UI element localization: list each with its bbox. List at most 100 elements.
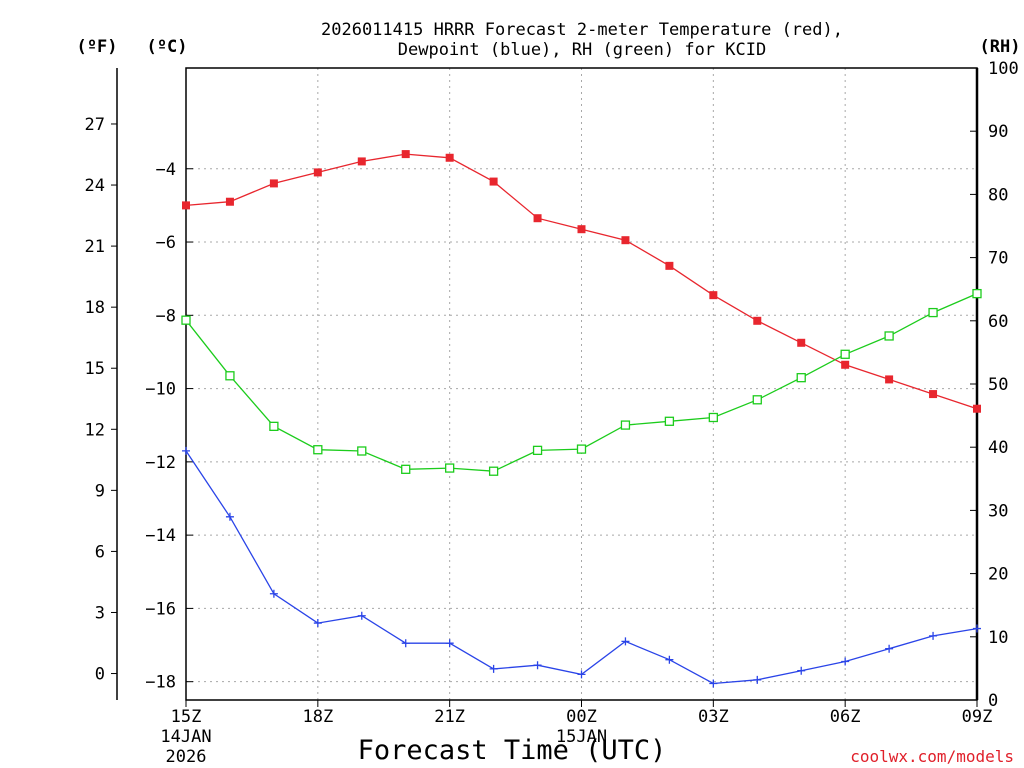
x-axis-label: Forecast Time (UTC) <box>358 735 667 766</box>
dewpoint-point <box>841 657 850 666</box>
fahrenheit-tick-label: 6 <box>95 542 105 562</box>
dewpoint-point <box>621 637 630 646</box>
credit-text: coolwx.com/models <box>850 747 1014 766</box>
rh-point <box>401 464 411 474</box>
rh-tick-label: 20 <box>988 565 1008 585</box>
fahrenheit-axis: 27 24 21 18 15 12 9 6 3 0 <box>85 115 117 685</box>
time-tick-label: 06Z <box>830 707 861 727</box>
celsius-tick-label: −8 <box>156 306 176 326</box>
dewpoint-point <box>753 675 762 684</box>
rh-point <box>620 420 631 430</box>
celsius-tick-label: −10 <box>145 380 176 400</box>
dewpoint-point <box>313 619 322 628</box>
rh-point <box>576 444 587 454</box>
2-meter-temperature-point <box>665 261 674 270</box>
rh-point <box>884 331 894 341</box>
date-label: 14JAN <box>160 727 211 747</box>
2-meter-temperature-point <box>577 225 586 234</box>
2-meter-temperature-point <box>973 404 981 413</box>
dewpoint-point <box>182 446 190 455</box>
time-tick-label: 21Z <box>434 707 465 727</box>
rh-point <box>269 421 279 431</box>
dewpoint-point <box>225 512 234 521</box>
rh-tick-label: 40 <box>988 438 1008 458</box>
celsius-axis: −4 −6 −8 −10 −12 −14 −16 −18 <box>145 160 193 693</box>
2-meter-temperature-point <box>797 338 806 347</box>
dewpoint-point <box>885 644 894 653</box>
fahrenheit-tick-label: 21 <box>85 237 105 257</box>
rh-tick-label: 80 <box>988 185 1008 205</box>
dewpoint-point <box>709 679 718 688</box>
2-meter-temperature-line <box>185 153 978 410</box>
celsius-tick-label: −18 <box>145 673 176 693</box>
fahrenheit-tick-label: 18 <box>85 298 105 318</box>
dewpoint-point <box>797 666 806 675</box>
chart-title-line-1: 2026011415 HRRR Forecast 2-meter Tempera… <box>321 20 843 40</box>
dewpoint-point <box>445 639 454 648</box>
celsius-tick-label: −6 <box>156 233 176 253</box>
rh-point <box>972 288 982 299</box>
rh-point <box>840 349 850 359</box>
dewpoint-point <box>357 611 366 620</box>
dewpoint-point <box>665 655 674 664</box>
2-meter-temperature-point <box>401 150 410 159</box>
2-meter-temperature-point <box>182 201 190 210</box>
rh-unit-label: (RH) <box>980 37 1021 57</box>
rh-point <box>313 445 323 455</box>
date-label: 15JAN <box>556 727 607 747</box>
dewpoint-point <box>489 664 498 673</box>
rh-point <box>532 445 543 456</box>
2-meter-temperature-point <box>313 168 322 177</box>
2-meter-temperature-point <box>841 360 850 369</box>
fahrenheit-tick-label: 27 <box>85 115 105 135</box>
celsius-tick-label: −4 <box>156 160 176 180</box>
fahrenheit-tick-label: 9 <box>95 481 105 501</box>
plot-frame <box>185 67 978 701</box>
series-layer <box>181 150 982 688</box>
celsius-tick-label: −16 <box>145 599 176 619</box>
2-meter-temperature-point <box>269 179 278 188</box>
dewpoint-point <box>973 624 981 633</box>
rh-point <box>181 315 191 325</box>
dewpoint-point <box>577 670 586 679</box>
rh-point <box>664 416 675 426</box>
rh-tick-label: 50 <box>988 375 1008 395</box>
2-meter-temperature-point <box>709 291 718 300</box>
2-meter-temperature-point <box>621 236 630 245</box>
rh-tick-label: 10 <box>988 628 1008 648</box>
chart-title-line-2: Dewpoint (blue), RH (green) for KCID <box>398 40 766 60</box>
2-meter-temperature-point <box>929 390 938 399</box>
2-meter-temperature-point <box>489 177 498 186</box>
rh-tick-label: 0 <box>988 691 998 711</box>
rh-point <box>225 371 235 381</box>
rh-point <box>928 307 938 318</box>
dewpoint-point <box>533 661 542 670</box>
rh-point <box>357 446 367 456</box>
rh-point <box>445 463 455 473</box>
celsius-unit-label: (ºC) <box>147 37 188 57</box>
time-tick-label: 18Z <box>302 707 333 727</box>
rh-point <box>752 395 762 405</box>
time-tick-label: 15Z <box>171 707 202 727</box>
gridlines <box>186 68 977 700</box>
2-meter-temperature-point <box>225 197 234 206</box>
rh-point <box>488 466 499 476</box>
dewpoint-point <box>269 589 278 598</box>
time-tick-label: 03Z <box>698 707 729 727</box>
dewpoint-point <box>401 639 410 648</box>
dewpoint-point <box>929 631 938 640</box>
fahrenheit-tick-label: 15 <box>85 359 105 379</box>
fahrenheit-unit-label: (ºF) <box>77 37 118 57</box>
fahrenheit-tick-label: 24 <box>85 176 105 196</box>
2-meter-temperature-point <box>445 153 454 162</box>
rh-tick-label: 30 <box>988 501 1008 521</box>
fahrenheit-tick-label: 0 <box>95 665 105 685</box>
fahrenheit-tick-label: 3 <box>95 603 105 623</box>
celsius-tick-label: −14 <box>145 526 176 546</box>
2-meter-temperature-point <box>357 157 366 166</box>
rh-tick-label: 70 <box>988 249 1008 269</box>
2-meter-temperature-point <box>533 214 542 223</box>
